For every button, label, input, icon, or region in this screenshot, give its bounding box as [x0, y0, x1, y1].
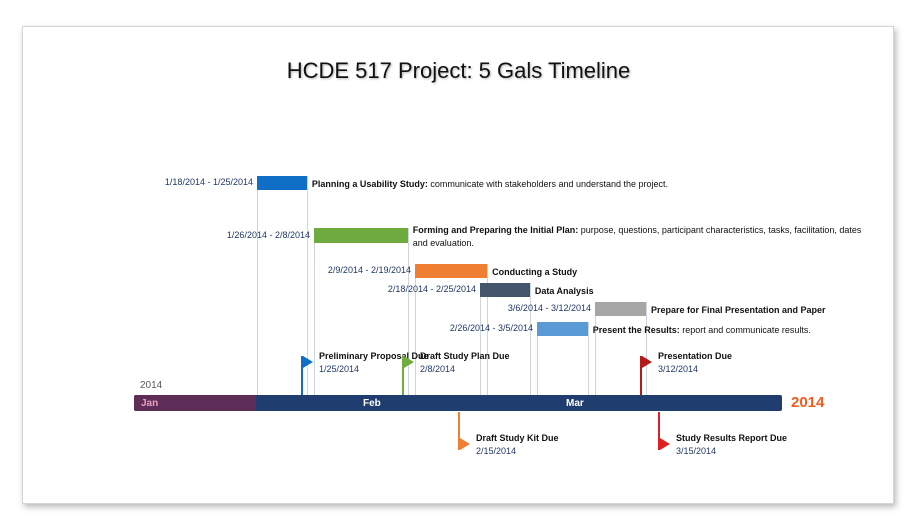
task-date-label: 1/18/2014 - 1/25/2014: [164, 177, 253, 187]
gantt-guide-line: [595, 302, 596, 395]
timeline-bar: [134, 395, 782, 411]
task-label: Data Analysis: [535, 285, 835, 298]
task-date-label: 3/6/2014 - 3/12/2014: [507, 303, 591, 313]
task-label: Planning a Usability Study: communicate …: [312, 178, 872, 191]
task-name: Present the Results:: [592, 325, 680, 335]
milestone-pole: [301, 356, 303, 395]
task-date-label: 2/9/2014 - 2/19/2014: [327, 265, 411, 275]
task-name: Conducting a Study: [492, 267, 578, 277]
gantt-guide-line: [314, 228, 315, 395]
task-description: communicate with stakeholders and unders…: [427, 179, 669, 189]
task-bar: [537, 322, 588, 336]
month-label-feb: Feb: [363, 398, 381, 409]
milestone-date: 3/15/2014: [676, 446, 717, 456]
task-name: Planning a Usability Study:: [311, 179, 428, 189]
task-description: purpose, questions, participant characte…: [412, 225, 862, 248]
milestone-title: Draft Study Plan Due: [420, 351, 510, 361]
year-accent-label: 2014: [791, 394, 825, 411]
task-bar: [257, 176, 307, 190]
milestone-date: 2/15/2014: [476, 446, 517, 456]
milestone-pole: [658, 412, 660, 450]
gantt-guide-line: [257, 176, 258, 395]
milestone-flag-icon: [660, 438, 670, 450]
task-name: Forming and Preparing the Initial Plan:: [412, 225, 579, 235]
task-bar: [480, 283, 530, 297]
task-label: Prepare for Final Presentation and Paper: [651, 304, 917, 317]
gantt-guide-line: [480, 283, 481, 395]
gantt-guide-line: [415, 264, 416, 395]
milestone-date: 1/25/2014: [319, 364, 360, 374]
task-date-label: 1/26/2014 - 2/8/2014: [226, 229, 310, 240]
chart-title: HCDE 517 Project: 5 Gals Timeline: [286, 58, 631, 83]
task-date-label: 2/26/2014 - 3/5/2014: [449, 323, 533, 333]
milestone-flag-icon: [460, 438, 470, 450]
gantt-guide-line: [646, 302, 647, 395]
month-label-mar: Mar: [566, 398, 584, 409]
task-label: Present the Results: report and communic…: [593, 324, 893, 337]
task-description: report and communicate results.: [679, 325, 811, 335]
milestone-title: Presentation Due: [658, 351, 733, 361]
task-date-label: 2/18/2014 - 2/25/2014: [387, 284, 476, 294]
task-label: Forming and Preparing the Initial Plan: …: [413, 224, 873, 250]
milestone-pole: [640, 356, 642, 395]
milestone-date: 2/8/2014: [420, 364, 456, 374]
task-name: Data Analysis: [534, 286, 594, 296]
milestone-pole: [402, 356, 404, 395]
task-name: Prepare for Final Presentation and Paper: [651, 305, 826, 315]
task-bar: [415, 264, 488, 278]
month-label-jan: Jan: [141, 398, 159, 409]
task-label: Conducting a Study: [492, 266, 792, 279]
milestone-flag-icon: [404, 356, 414, 368]
gantt-guide-line: [530, 283, 531, 395]
milestone-title: Preliminary Proposal Due: [319, 351, 429, 361]
gantt-guide-line: [307, 176, 308, 395]
timeline-jan-segment: [134, 395, 256, 411]
gantt-guide-line: [588, 322, 589, 395]
year-label: 2014: [140, 380, 163, 391]
task-bar: [314, 228, 408, 243]
gantt-guide-line: [537, 322, 538, 395]
milestone-title: Study Results Report Due: [676, 433, 788, 443]
task-bar: [595, 302, 646, 316]
gantt-guide-line: [408, 228, 409, 395]
milestone-title: Draft Study Kit Due: [476, 433, 559, 443]
milestone-flag-icon: [642, 356, 652, 368]
milestone-pole: [458, 412, 460, 450]
gantt-guide-line: [487, 264, 488, 395]
milestone-flag-icon: [303, 356, 313, 368]
milestone-date: 3/12/2014: [658, 364, 699, 374]
